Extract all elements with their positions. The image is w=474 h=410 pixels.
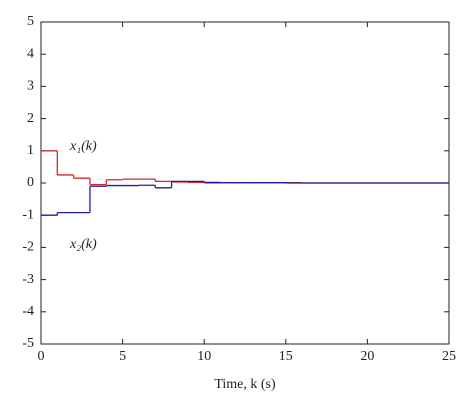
x-tick-label: 15 — [279, 349, 293, 364]
x-tick-label: 25 — [442, 349, 456, 364]
y-tick-label: 1 — [27, 143, 34, 158]
y-tick-label: -3 — [22, 272, 34, 287]
y-tick-label: 0 — [27, 175, 34, 190]
x-tick-label: 5 — [119, 349, 126, 364]
y-tick-label: -5 — [22, 336, 34, 351]
x-tick-label: 0 — [38, 349, 45, 364]
y-tick-label: 2 — [27, 111, 34, 126]
y-tick-label: 4 — [27, 46, 34, 61]
y-tick-label: 3 — [27, 79, 34, 94]
y-tick-label: -4 — [22, 304, 34, 319]
x-tick-label: 20 — [360, 349, 374, 364]
x-axis-label: Time, k (s) — [214, 377, 276, 392]
y-tick-label: -2 — [22, 240, 34, 255]
y-tick-label: 5 — [27, 14, 34, 29]
y-tick-label: -1 — [22, 207, 34, 222]
series-label: x₁(k) — [69, 139, 97, 154]
x-tick-label: 10 — [197, 349, 211, 364]
series-label: x₂(k) — [69, 237, 97, 252]
